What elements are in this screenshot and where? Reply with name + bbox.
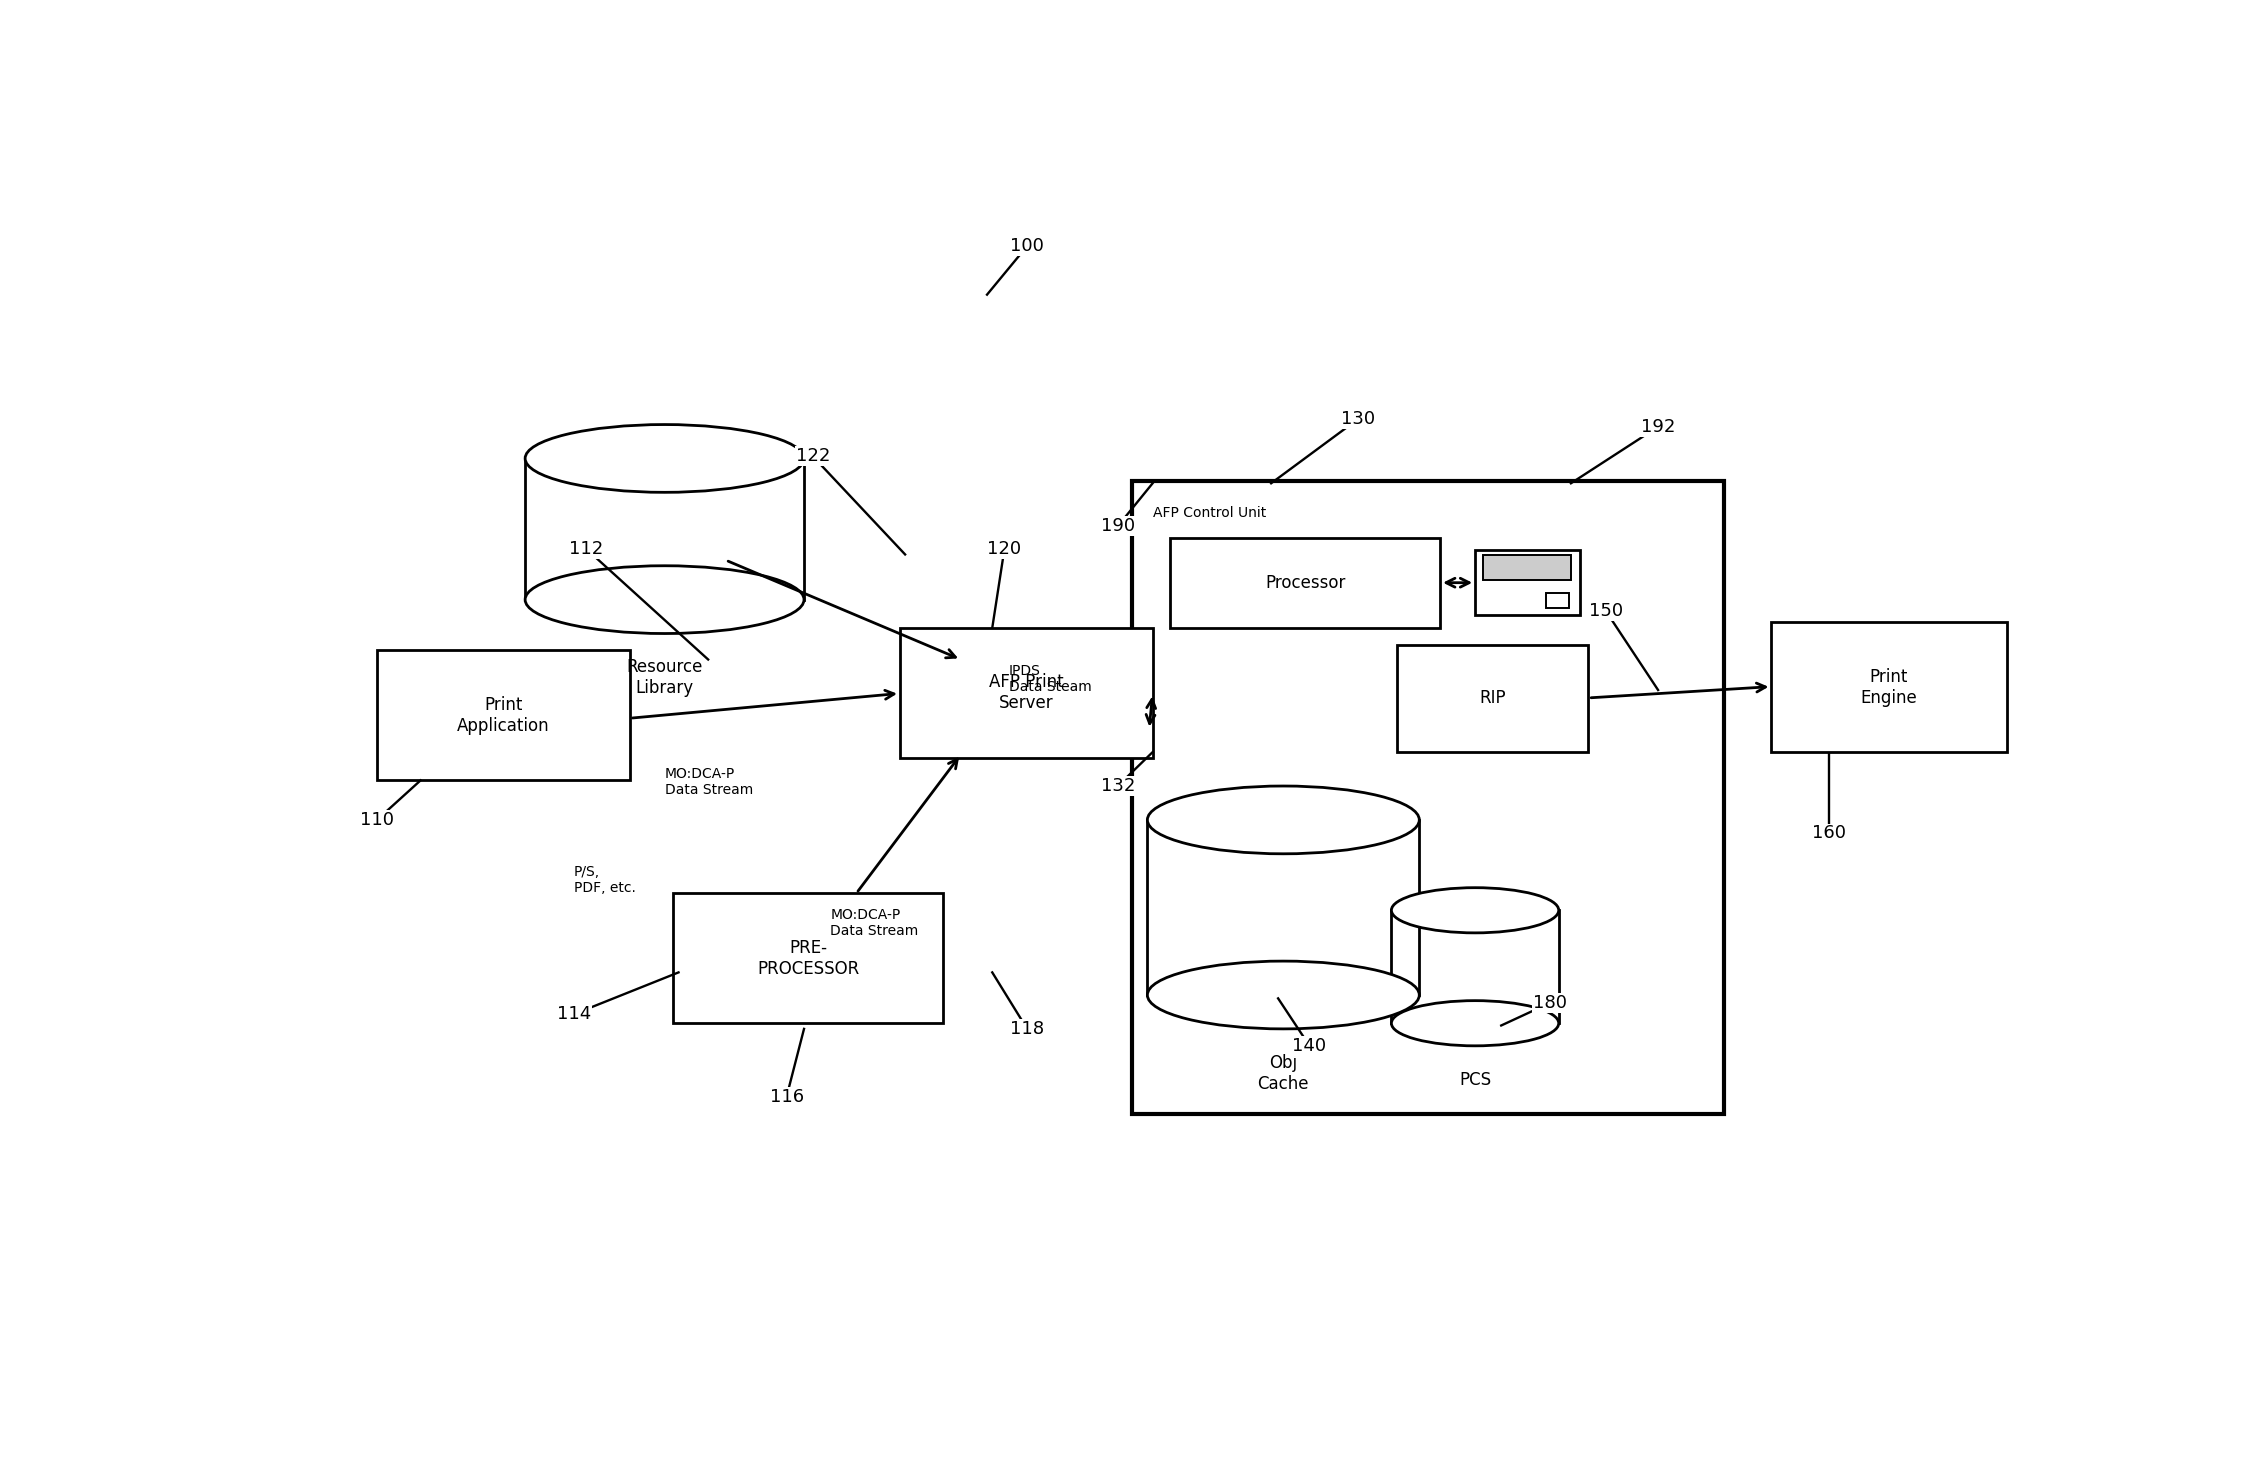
- Text: AFP Control Unit: AFP Control Unit: [1154, 506, 1266, 519]
- Text: 112: 112: [569, 540, 603, 557]
- Bar: [1169, 537, 1439, 628]
- Text: MO:DCA-P
Data Stream: MO:DCA-P Data Stream: [666, 767, 753, 797]
- Text: 160: 160: [1813, 824, 1846, 842]
- Text: MO:DCA-P
Data Stream: MO:DCA-P Data Stream: [830, 908, 918, 939]
- Text: PCS: PCS: [1460, 1071, 1491, 1089]
- Ellipse shape: [1147, 961, 1419, 1028]
- Text: 116: 116: [769, 1087, 803, 1106]
- Text: Obj
Cache: Obj Cache: [1257, 1053, 1309, 1093]
- Text: P/S,
PDF, etc.: P/S, PDF, etc.: [573, 866, 636, 895]
- Bar: [378, 650, 630, 780]
- Text: 192: 192: [1642, 418, 1676, 436]
- Text: AFP Print
Server: AFP Print Server: [990, 673, 1064, 711]
- Bar: [1475, 550, 1579, 616]
- Text: 120: 120: [987, 540, 1021, 557]
- Bar: [1397, 645, 1588, 753]
- Text: 100: 100: [1010, 238, 1044, 255]
- Ellipse shape: [1147, 786, 1419, 854]
- Text: 118: 118: [1010, 1020, 1044, 1037]
- Text: PRE-
PROCESSOR: PRE- PROCESSOR: [758, 939, 859, 977]
- Text: 132: 132: [1100, 778, 1136, 795]
- Text: 114: 114: [558, 1005, 591, 1022]
- Text: 110: 110: [360, 811, 394, 829]
- Text: 180: 180: [1534, 995, 1568, 1012]
- Bar: [1131, 481, 1725, 1113]
- Text: 122: 122: [796, 447, 830, 465]
- Text: 140: 140: [1293, 1037, 1327, 1055]
- Ellipse shape: [526, 424, 805, 493]
- Text: Print
Application: Print Application: [457, 695, 549, 735]
- Text: 130: 130: [1340, 409, 1376, 428]
- Text: Print
Engine: Print Engine: [1860, 667, 1918, 707]
- Ellipse shape: [526, 566, 805, 634]
- Ellipse shape: [1392, 1000, 1559, 1046]
- Ellipse shape: [1392, 888, 1559, 933]
- Text: 190: 190: [1100, 518, 1136, 535]
- Text: 150: 150: [1588, 601, 1624, 621]
- Text: IPDS
Data Steam: IPDS Data Steam: [1010, 665, 1091, 694]
- Bar: [1484, 555, 1572, 579]
- Text: Resource
Library: Resource Library: [627, 659, 702, 697]
- Bar: [672, 893, 945, 1024]
- Text: Processor: Processor: [1264, 574, 1345, 591]
- Text: RIP: RIP: [1480, 689, 1507, 707]
- Bar: [1545, 593, 1570, 607]
- Bar: [900, 628, 1151, 758]
- Bar: [1772, 622, 2006, 753]
